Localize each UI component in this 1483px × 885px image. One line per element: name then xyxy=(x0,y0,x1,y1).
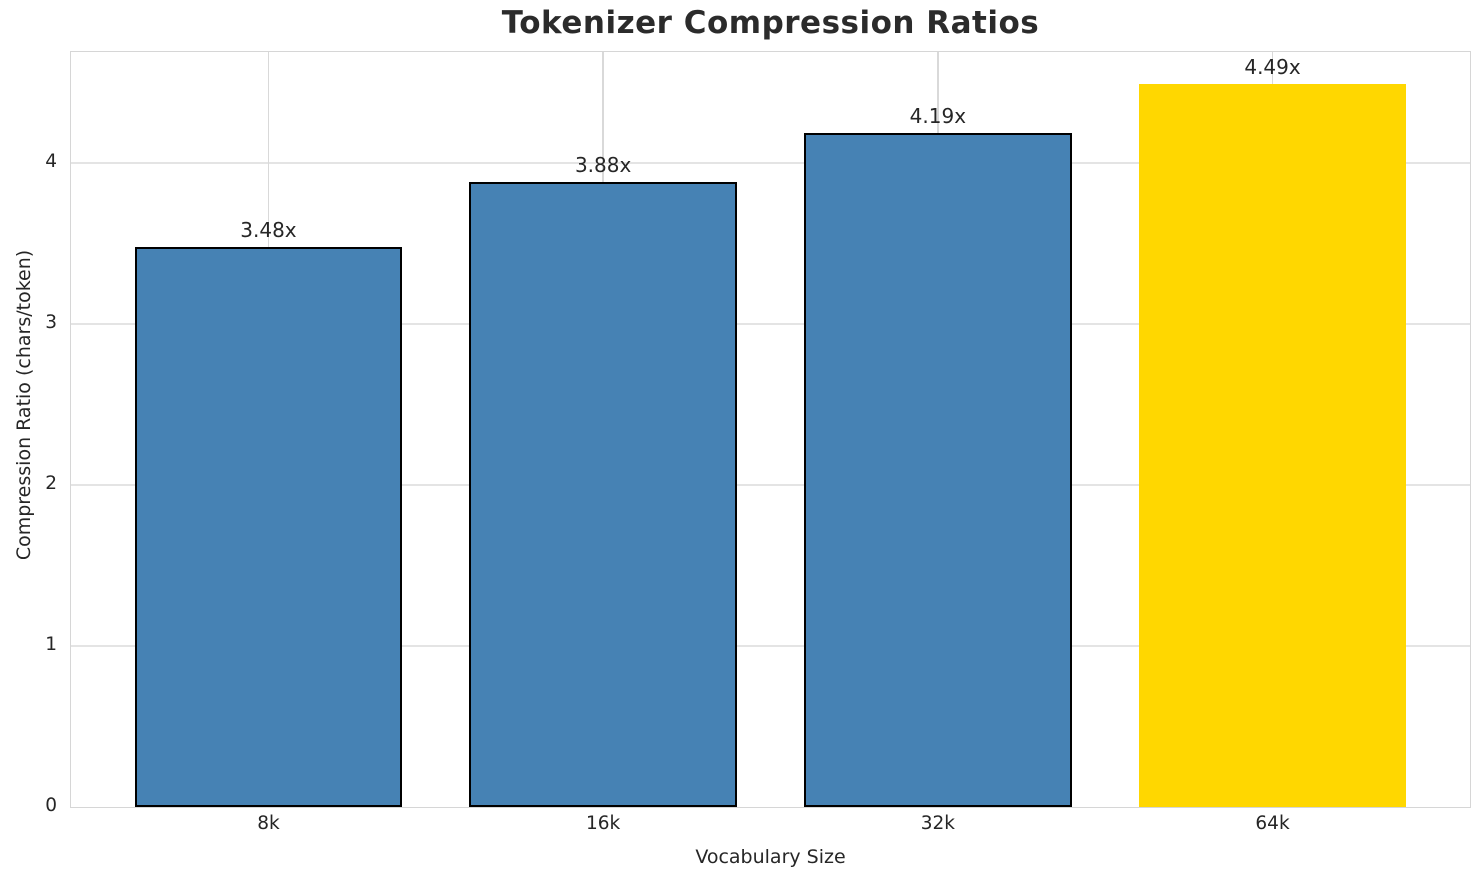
bar-value-16k: 3.88x xyxy=(574,153,632,178)
bar-8k xyxy=(134,246,403,807)
gridline-y-1 xyxy=(71,645,1470,647)
bar-32k xyxy=(803,132,1072,807)
y-tick-2: 2 xyxy=(45,472,57,494)
y-axis-label: Compression Ratio (chars/token) xyxy=(13,249,35,561)
chart-title: Tokenizer Compression Ratios xyxy=(501,5,1040,41)
y-tick-3: 3 xyxy=(45,311,57,333)
y-tick-1: 1 xyxy=(45,633,57,655)
x-tick-16k: 16k xyxy=(586,813,621,834)
plot-area: 3.48x 3.88x 4.19x 4.49x xyxy=(70,51,1471,808)
x-axis-label: Vocabulary Size xyxy=(695,846,846,868)
bar-value-8k: 3.48x xyxy=(240,217,297,242)
bar-16k xyxy=(469,182,738,807)
bar-value-64k: 4.49x xyxy=(1244,55,1301,80)
bar-value-32k: 4.19x xyxy=(909,103,967,128)
gridline-y-2 xyxy=(71,484,1470,486)
x-tick-32k: 32k xyxy=(920,813,955,834)
gridline-y-3 xyxy=(71,323,1470,325)
y-tick-0: 0 xyxy=(45,794,57,816)
bar-64k xyxy=(1138,84,1407,807)
x-tick-8k: 8k xyxy=(257,813,280,834)
bars-layer: 3.48x 3.88x 4.19x 4.49x xyxy=(71,52,1470,807)
x-tick-64k: 64k xyxy=(1255,813,1290,834)
gridline-y-4 xyxy=(71,162,1470,164)
y-tick-4: 4 xyxy=(45,150,57,172)
